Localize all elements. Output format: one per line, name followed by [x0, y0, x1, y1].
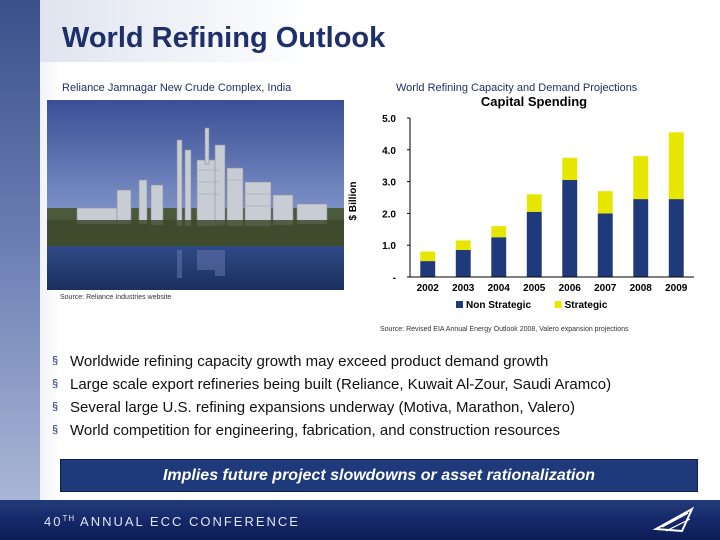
- ecc-logo-icon: [652, 506, 695, 533]
- bar-strategic-2008: [633, 156, 649, 200]
- bullet-marker: §: [52, 401, 59, 413]
- x-tick-label: 2006: [559, 283, 582, 294]
- bar-non-strategic-2002: [420, 261, 436, 277]
- bar-strategic-2002: [420, 251, 436, 262]
- footer-conference-name: 40TH ANNUAL ECC CONFERENCE: [44, 514, 300, 529]
- banner-text: Implies future project slowdowns or asse…: [162, 466, 596, 484]
- bar-strategic-2005: [526, 194, 542, 212]
- bullet-text: World competition for engineering, fabri…: [70, 422, 560, 439]
- bar-strategic-2003: [455, 240, 471, 250]
- y-tick-label: 4.0: [382, 146, 396, 157]
- bar-non-strategic-2009: [668, 199, 684, 277]
- bar-non-strategic-2007: [597, 213, 613, 277]
- chart-title: Capital Spending: [481, 94, 587, 109]
- chart-caption: World Refining Capacity and Demand Proje…: [396, 82, 638, 94]
- chart-svg: Capital Spending $ Billion - 1.0 2.0 3.0 4.0…: [344, 94, 704, 322]
- bullet-item: § Several large U.S. refining expansions …: [50, 396, 710, 419]
- bar-non-strategic-2005: [526, 211, 542, 277]
- x-tick-label: 2007: [594, 283, 617, 294]
- x-tick-label: 2005: [523, 283, 546, 294]
- legend-swatch: [456, 301, 463, 308]
- footer-title: ANNUAL ECC CONFERENCE: [75, 514, 300, 529]
- capital-spending-chart: Capital Spending $ Billion - 1.0 2.0 3.0 4.0…: [344, 94, 704, 322]
- legend-swatch: [554, 301, 562, 308]
- bar-non-strategic-2008: [633, 199, 649, 277]
- left-decor-band: [0, 0, 40, 500]
- bullet-marker: §: [52, 355, 59, 367]
- bar-non-strategic-2003: [455, 249, 471, 277]
- footer-number: 40: [44, 514, 63, 529]
- bar-strategic-2004: [491, 226, 507, 238]
- x-tick-label: 2004: [488, 283, 511, 294]
- legend-label: Non Strategic: [466, 300, 531, 311]
- y-tick-label: 3.0: [382, 178, 396, 189]
- bullet-marker: §: [52, 424, 59, 436]
- photo-source: Source: Reliance Industries website: [60, 294, 172, 301]
- legend-label: Strategic: [565, 300, 608, 311]
- bullet-item: § Large scale export refineries being bui…: [50, 373, 710, 396]
- refinery-photo: [47, 100, 344, 290]
- footer-ordinal: TH: [62, 514, 76, 523]
- y-tick-label: -: [393, 273, 396, 284]
- bullet-item: § World competition for engineering, fabr…: [50, 419, 710, 442]
- bar-strategic-2009: [668, 132, 684, 200]
- x-tick-label: 2009: [665, 283, 688, 294]
- chart-source: Source: Revised EIA Annual Energy Outloo…: [380, 326, 629, 333]
- bullet-text: Several large U.S. refining expansions u…: [70, 399, 575, 416]
- slide-title: World Refining Outlook: [62, 22, 386, 54]
- photo-caption: Reliance Jamnagar New Crude Complex, Ind…: [62, 82, 292, 94]
- bullet-text: Large scale export refineries being buil…: [70, 376, 612, 393]
- y-tick-label: 1.0: [382, 241, 396, 252]
- footer-bar: 40TH ANNUAL ECC CONFERENCE: [0, 500, 720, 540]
- bar-strategic-2007: [597, 191, 613, 214]
- title-band: [40, 0, 720, 62]
- y-tick-label: 5.0: [382, 114, 396, 125]
- conclusion-banner: Implies future project slowdowns or asse…: [60, 459, 698, 492]
- y-tick-label: 2.0: [382, 209, 396, 220]
- bullet-text: Worldwide refining capacity growth may e…: [70, 353, 549, 370]
- bullet-list: § Worldwide refining capacity growth may …: [50, 350, 710, 442]
- bullet-marker: §: [52, 378, 59, 390]
- x-tick-label: 2008: [630, 283, 653, 294]
- x-tick-label: 2003: [452, 283, 475, 294]
- chart-y-axis-label: $ Billion: [348, 182, 359, 221]
- x-tick-label: 2002: [417, 283, 440, 294]
- bar-non-strategic-2004: [491, 237, 507, 277]
- bar-strategic-2006: [562, 157, 578, 181]
- bullet-item: § Worldwide refining capacity growth may …: [50, 350, 710, 373]
- bar-non-strategic-2006: [562, 180, 578, 277]
